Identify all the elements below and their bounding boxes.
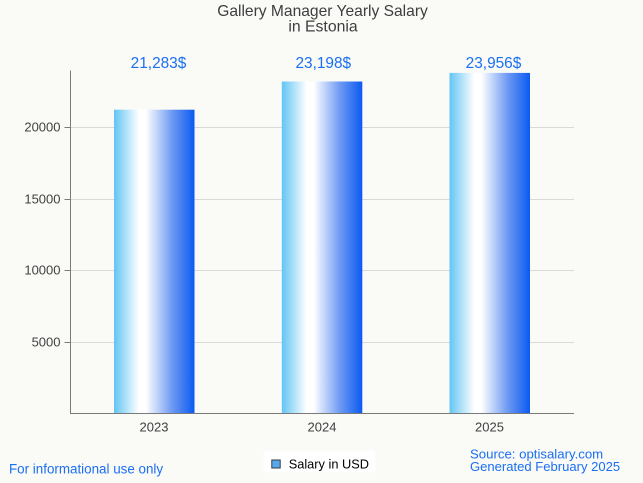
svg-text:23,198$: 23,198$ [295, 55, 351, 72]
svg-text:For informational use only: For informational use only [9, 462, 163, 477]
svg-text:Salary in USD: Salary in USD [289, 456, 369, 471]
svg-text:20000: 20000 [24, 120, 60, 135]
svg-text:Source: optisalary.com: Source: optisalary.com [470, 447, 603, 462]
svg-text:21,283$: 21,283$ [131, 55, 187, 72]
svg-text:Gallery Manager Yearly Salary: Gallery Manager Yearly Salary [217, 3, 428, 20]
svg-text:5000: 5000 [32, 335, 61, 350]
svg-text:15000: 15000 [24, 192, 60, 207]
svg-text:23,956$: 23,956$ [466, 55, 522, 72]
svg-text:10000: 10000 [24, 263, 60, 278]
svg-text:2025: 2025 [475, 420, 504, 435]
svg-text:Generated February 2025: Generated February 2025 [470, 459, 620, 474]
svg-text:2023: 2023 [140, 420, 169, 435]
svg-text:in Estonia: in Estonia [288, 19, 358, 36]
svg-text:2024: 2024 [308, 420, 337, 435]
